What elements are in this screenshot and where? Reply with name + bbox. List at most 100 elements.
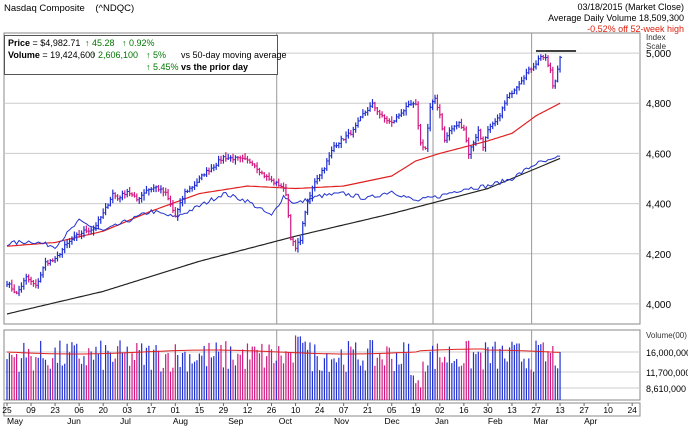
price-bar bbox=[444, 126, 447, 143]
price-bar bbox=[100, 216, 103, 224]
month-label: Aug bbox=[173, 416, 188, 426]
prior-pct: ↑ 5.45% bbox=[146, 62, 179, 72]
price-axis-label: Index Scale bbox=[646, 33, 667, 51]
price-bar bbox=[246, 155, 250, 164]
price-bar bbox=[189, 185, 192, 193]
price-bar bbox=[552, 66, 555, 89]
price-bar bbox=[112, 189, 115, 204]
price-bar bbox=[54, 256, 58, 264]
price-bar bbox=[441, 113, 445, 131]
price-bar bbox=[83, 226, 86, 238]
price-bar bbox=[225, 152, 228, 162]
price-bar bbox=[328, 152, 332, 166]
price-bar bbox=[138, 196, 142, 205]
price-bar bbox=[210, 164, 214, 173]
date-tick-label: 07 bbox=[339, 405, 349, 415]
price-bar bbox=[263, 172, 267, 179]
price-bar bbox=[141, 191, 144, 203]
price-bar bbox=[347, 128, 351, 139]
volume-tick-label: 8,610,000 bbox=[646, 384, 686, 394]
price-bar bbox=[88, 227, 91, 236]
price-bar bbox=[261, 170, 264, 175]
price-bar bbox=[398, 113, 401, 120]
price-bar bbox=[381, 111, 385, 118]
price-bar bbox=[191, 186, 195, 192]
month-label: Dec bbox=[385, 416, 401, 426]
price-bar bbox=[11, 279, 14, 292]
price-bar bbox=[355, 122, 358, 133]
price-bar bbox=[155, 185, 159, 193]
price-tick-label: 4,600 bbox=[646, 149, 671, 160]
price-bar bbox=[249, 158, 252, 164]
price-bar bbox=[535, 60, 539, 70]
date-tick-label: 20 bbox=[98, 405, 108, 415]
price-bar bbox=[258, 167, 262, 176]
price-bar bbox=[405, 102, 409, 116]
price-bar bbox=[251, 160, 255, 167]
price-bar bbox=[92, 225, 96, 236]
price-bar bbox=[278, 178, 281, 187]
price-bar bbox=[37, 278, 41, 289]
price-bar bbox=[415, 99, 418, 106]
price-bar bbox=[117, 194, 120, 201]
price-bar bbox=[47, 259, 50, 266]
price-bar bbox=[340, 135, 344, 149]
price-bar bbox=[44, 257, 48, 271]
price-bar bbox=[129, 187, 132, 197]
price-bar bbox=[294, 239, 298, 252]
price-bar bbox=[533, 62, 536, 71]
date-tick-label: 17 bbox=[147, 405, 157, 415]
price-bar bbox=[186, 189, 190, 193]
price-bar bbox=[311, 185, 315, 202]
price-bar bbox=[530, 67, 534, 74]
price-bar bbox=[222, 154, 226, 164]
avg-volume-label: Average Daily Volume 18,509,300 bbox=[548, 13, 684, 23]
price-bar bbox=[59, 253, 62, 258]
price-bar bbox=[379, 109, 382, 119]
price-bar bbox=[40, 271, 43, 283]
price-row: Price = $4,982.71 bbox=[8, 38, 81, 48]
month-label: Sep bbox=[228, 416, 243, 426]
price-bar bbox=[559, 55, 563, 73]
price-bar bbox=[371, 99, 375, 108]
price-bar bbox=[456, 121, 459, 130]
price-bar bbox=[143, 189, 147, 201]
price-bar bbox=[484, 136, 488, 152]
price-bar bbox=[432, 99, 435, 111]
price-bar bbox=[131, 192, 135, 197]
price-bar bbox=[177, 207, 180, 221]
price-bar bbox=[220, 155, 224, 164]
price-bar bbox=[167, 189, 171, 201]
price-bar bbox=[23, 277, 26, 290]
price-bar bbox=[427, 123, 430, 152]
price-bar bbox=[157, 184, 161, 192]
date-tick-label: 23 bbox=[50, 405, 60, 415]
price-bar bbox=[18, 285, 22, 297]
price-bar bbox=[407, 100, 411, 108]
price-bar bbox=[218, 155, 221, 167]
price-bar bbox=[475, 133, 478, 146]
date-tick-label: 27 bbox=[579, 405, 589, 415]
price-bar bbox=[254, 163, 257, 169]
price-tick-label: 5,000 bbox=[646, 49, 671, 60]
price-bar bbox=[68, 238, 72, 248]
price-bar bbox=[136, 193, 139, 202]
price-bar bbox=[528, 66, 531, 75]
price-bar bbox=[494, 118, 498, 127]
month-label: Mar bbox=[534, 416, 549, 426]
price-bar bbox=[374, 101, 377, 112]
date-tick-label: 06 bbox=[74, 405, 84, 415]
price-bar bbox=[270, 175, 274, 183]
date-tick-label: 24 bbox=[627, 405, 637, 415]
price-bar bbox=[299, 236, 303, 246]
price-pct: ↑ 0.92% bbox=[122, 38, 155, 48]
header-stats: 03/18/2015 (Market Close) Average Daily … bbox=[548, 2, 684, 35]
price-bar bbox=[465, 126, 469, 143]
price-bar bbox=[424, 146, 428, 150]
volume-tick-label: 11,700,000 bbox=[646, 368, 688, 378]
price-bar bbox=[343, 138, 346, 141]
price-bar bbox=[513, 88, 517, 94]
price-bar bbox=[97, 216, 101, 230]
price-bar bbox=[345, 131, 349, 144]
price-bar bbox=[412, 101, 416, 108]
